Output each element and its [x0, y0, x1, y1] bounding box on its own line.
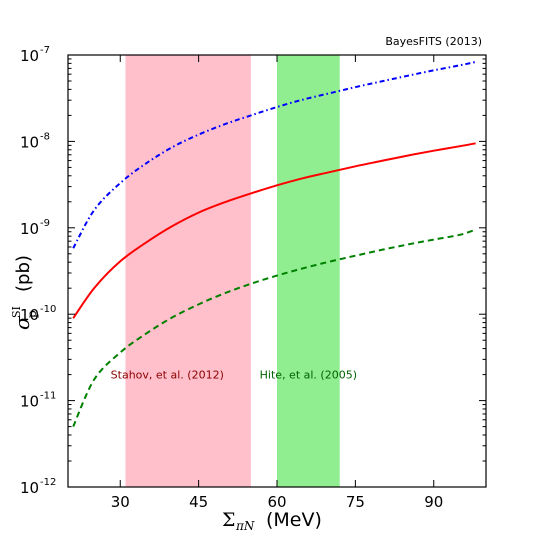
band-labels: Stahov, et al. (2012) Hite, et al. (2005) [111, 369, 357, 382]
x-axis-label: Σ πN (MeV) [222, 509, 322, 533]
y-tick-label-3: 10 [20, 220, 39, 238]
y-tick-label-5: 10 [20, 47, 39, 65]
chart-title: BayesFITS (2013) [385, 35, 482, 48]
y-axis-symbol: σ [10, 315, 34, 330]
y-tick-exponent-5: -7 [40, 45, 50, 56]
series-line-1 [72, 142, 476, 319]
x-axis-subscript: πN [235, 519, 255, 533]
band-label-1: Hite, et al. (2005) [260, 369, 357, 382]
y-tick-label-4: 10 [20, 133, 39, 151]
x-tick-label-4: 90 [424, 493, 443, 511]
data-series [72, 61, 476, 428]
y-tick-exponent-2: -10 [40, 304, 56, 315]
y-tick-label-2: 10 [20, 306, 39, 324]
y-tick-exponent-3: -9 [40, 218, 50, 229]
y-tick-label-0: 10 [20, 479, 39, 497]
y-tick-exponent-4: -8 [40, 131, 50, 142]
y-tick-label-1: 10 [20, 393, 39, 411]
band-1 [277, 55, 340, 487]
x-axis-unit: (MeV) [266, 509, 322, 531]
x-tick-label-1: 45 [189, 493, 208, 511]
y-axis-unit: (pb) [13, 255, 34, 292]
band-label-0: Stahov, et al. (2012) [111, 369, 224, 382]
y-axis-subscript: p [25, 310, 39, 318]
y-axis-superscript: SI [10, 306, 23, 318]
x-tick-label-0: 30 [111, 493, 130, 511]
uncertainty-bands [125, 55, 340, 487]
series-line-2 [72, 228, 476, 428]
x-tick-label-2: 60 [267, 493, 286, 511]
band-0 [125, 55, 251, 487]
y-axis-label: σ SI p (pb) [10, 255, 39, 330]
series-line-0 [72, 61, 476, 249]
x-tick-label-3: 75 [346, 493, 365, 511]
y-tick-exponent-0: -12 [40, 477, 56, 488]
x-axis-symbol: Σ [222, 509, 235, 531]
y-tick-exponent-1: -11 [40, 391, 56, 402]
